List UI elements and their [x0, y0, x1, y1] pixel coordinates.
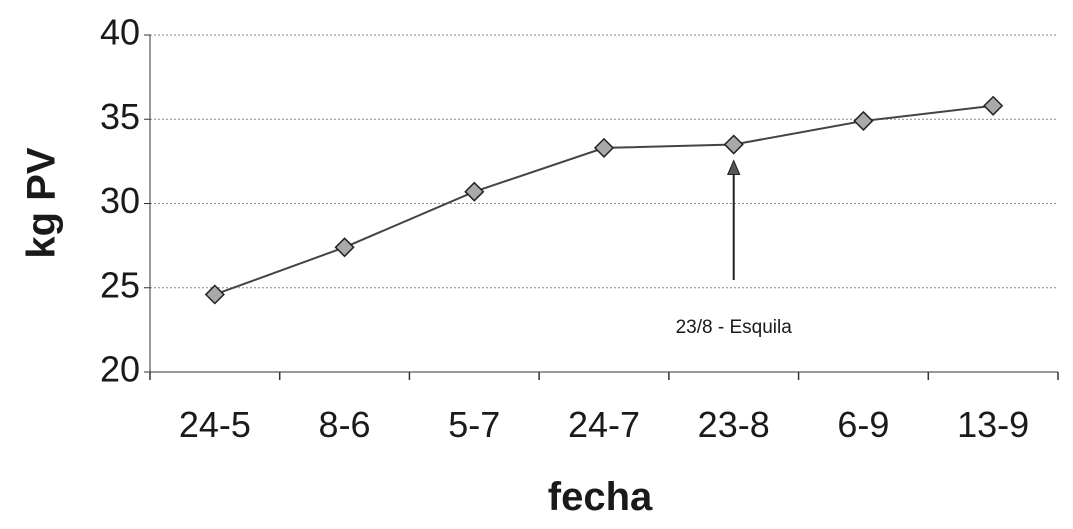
y-tick-label: 40	[100, 12, 140, 53]
gridlines	[150, 34, 1058, 289]
x-tick-label: 13-9	[957, 404, 1029, 445]
annotation-group: 23/8 - Esquila	[676, 159, 793, 338]
y-tick-labels: 20 25 30 35 40	[100, 12, 140, 390]
x-axis-title: fecha	[548, 475, 653, 519]
data-point-marker	[334, 237, 355, 258]
data-point-marker	[464, 181, 485, 202]
x-tick-label: 6-9	[837, 404, 889, 445]
annotation-arrow-head	[726, 159, 741, 176]
y-tick-label: 25	[100, 264, 140, 305]
data-point-marker	[204, 284, 225, 305]
data-point-marker	[723, 134, 744, 155]
data-point-marker	[983, 95, 1004, 116]
data-point-marker	[593, 137, 615, 158]
x-tick-labels: 24-5 8-6 5-7 24-7 23-8 6-9 13-9	[179, 404, 1029, 445]
axes	[144, 34, 1059, 380]
y-tick-label: 30	[100, 180, 140, 221]
x-tick-label: 8-6	[319, 404, 371, 445]
series-group	[204, 95, 1004, 305]
y-tick-label: 35	[100, 96, 140, 137]
series-line	[214, 104, 994, 296]
y-tick-label: 20	[100, 349, 140, 390]
x-tick-label: 24-5	[179, 404, 251, 445]
x-tick-label: 23-8	[698, 404, 770, 445]
x-tick-label: 24-7	[568, 404, 640, 445]
data-point-marker	[853, 110, 874, 131]
annotation-label: 23/8 - Esquila	[676, 317, 793, 338]
y-axis-title: kg PV	[20, 147, 64, 258]
x-tick-label: 5-7	[448, 404, 500, 445]
